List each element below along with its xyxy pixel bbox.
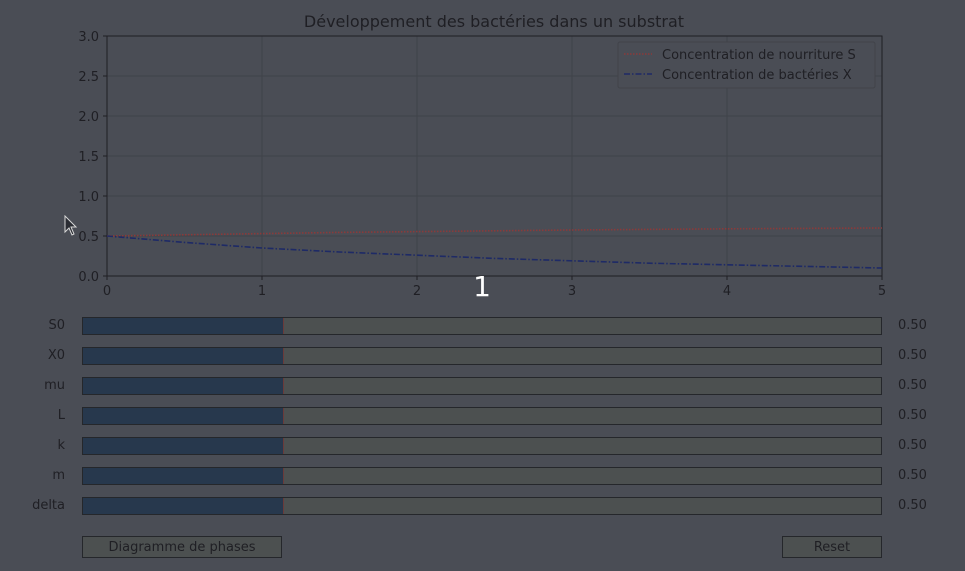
slider-value: 0.50: [898, 378, 927, 393]
slider-row-delta: delta 0.50: [0, 497, 965, 515]
slider-s0[interactable]: [82, 317, 882, 335]
slider-value: 0.50: [898, 498, 927, 513]
y-tick-label: 0.5: [78, 230, 99, 245]
y-tick-label: 2.0: [78, 110, 99, 125]
slider-value: 0.50: [898, 348, 927, 363]
overlay-number: 1: [473, 270, 491, 303]
slider-fill: [83, 348, 284, 364]
series-line-bacteria-x: [106, 235, 883, 269]
slider-value: 0.50: [898, 408, 927, 423]
y-tick-label: 0.0: [78, 270, 99, 285]
x-axis: 0 1 2 3 4 5: [103, 276, 886, 299]
legend[interactable]: Concentration de nourriture S Concentrat…: [617, 41, 876, 89]
slider-value: 0.50: [898, 468, 927, 483]
slider-mu[interactable]: [82, 377, 882, 395]
x-tick-label: 0: [103, 284, 111, 299]
slider-delta[interactable]: [82, 497, 882, 515]
slider-fill: [83, 318, 284, 334]
series-line-food-s: [106, 227, 883, 237]
slider-row-x0: X0 0.50: [0, 347, 965, 365]
series-group: [106, 227, 883, 269]
chart: Développement des bactéries dans un subs…: [78, 12, 886, 303]
slider-row-l: L 0.50: [0, 407, 965, 425]
slider-label: S0: [48, 318, 65, 333]
y-tick-label: 2.5: [78, 70, 99, 85]
slider-row-k: k 0.50: [0, 437, 965, 455]
phase-diagram-button[interactable]: Diagramme de phases: [82, 536, 282, 558]
x-tick-label: 5: [878, 284, 886, 299]
y-tick-label: 1.0: [78, 190, 99, 205]
slider-label: m: [52, 468, 65, 483]
y-tick-label: 1.5: [78, 150, 99, 165]
slider-label: X0: [47, 348, 65, 363]
x-tick-label: 4: [723, 284, 731, 299]
slider-row-m: m 0.50: [0, 467, 965, 485]
mouse-cursor-icon: [64, 215, 78, 236]
slider-value: 0.50: [898, 438, 927, 453]
x-tick-label: 2: [413, 284, 421, 299]
reset-button[interactable]: Reset: [782, 536, 882, 558]
slider-label: L: [57, 408, 65, 423]
slider-fill: [83, 468, 284, 484]
y-tick-label: 3.0: [78, 30, 99, 45]
legend-label-x: Concentration de bactéries X: [662, 68, 852, 83]
x-tick-label: 3: [568, 284, 576, 299]
slider-fill: [83, 378, 284, 394]
slider-fill: [83, 498, 284, 514]
slider-label: mu: [44, 378, 65, 393]
slider-fill: [83, 408, 284, 424]
slider-row-s0: S0 0.50: [0, 317, 965, 335]
slider-value: 0.50: [898, 318, 927, 333]
slider-label: k: [57, 438, 65, 453]
slider-row-mu: mu 0.50: [0, 377, 965, 395]
legend-box: [617, 41, 876, 89]
slider-fill: [83, 438, 284, 454]
slider-l[interactable]: [82, 407, 882, 425]
y-axis: 0.0 0.5 1.0 1.5 2.0 2.5 3.0: [78, 30, 107, 285]
slider-label: delta: [32, 498, 65, 513]
slider-m[interactable]: [82, 467, 882, 485]
x-tick-label: 1: [258, 284, 266, 299]
slider-k[interactable]: [82, 437, 882, 455]
slider-x0[interactable]: [82, 347, 882, 365]
chart-title: Développement des bactéries dans un subs…: [304, 12, 684, 31]
legend-label-s: Concentration de nourriture S: [662, 48, 856, 63]
